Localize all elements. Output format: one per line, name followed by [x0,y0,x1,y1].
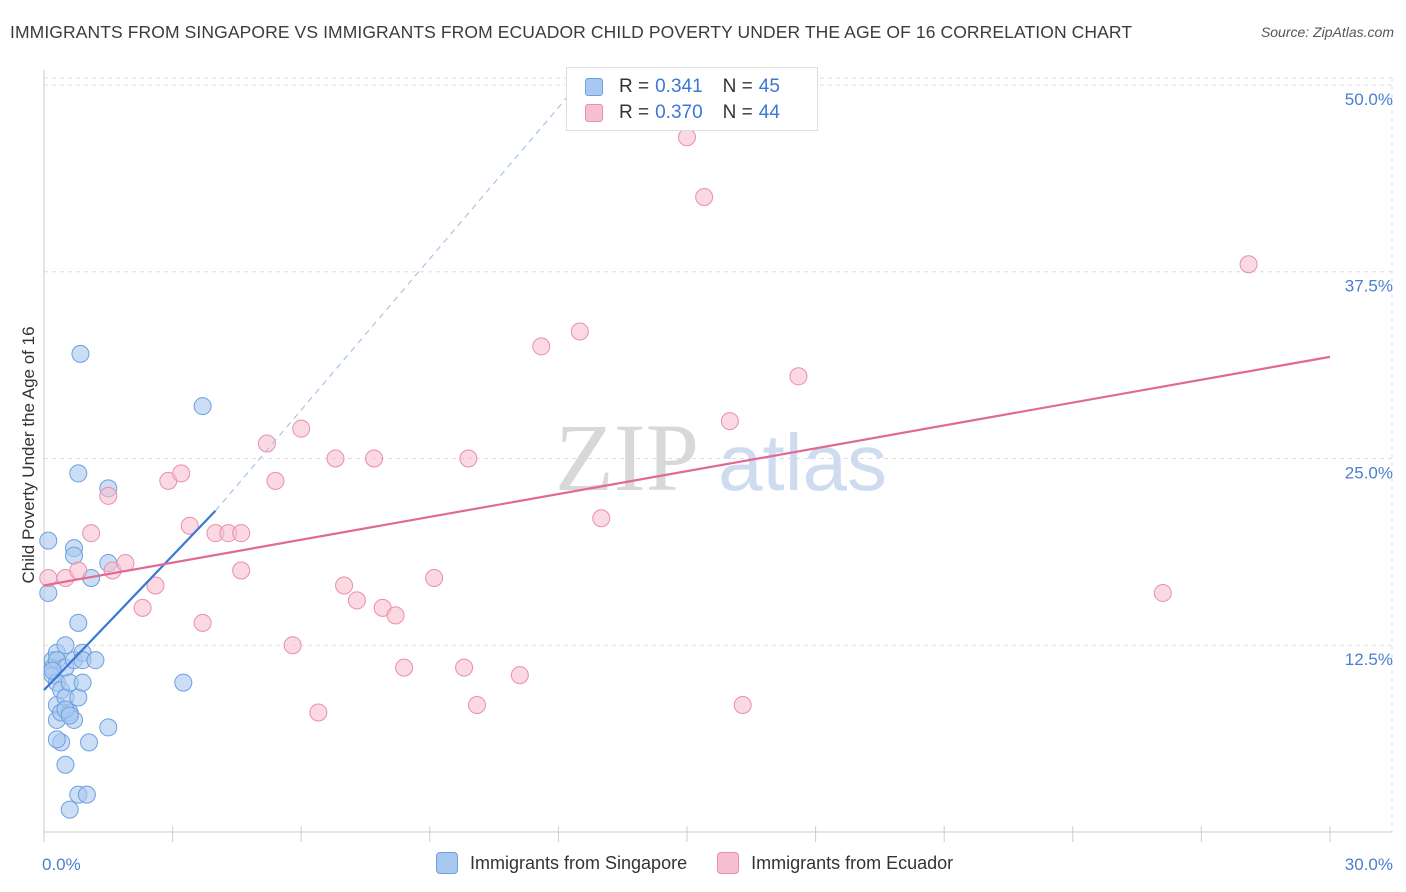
singapore-point [174,673,193,692]
legend-label-singapore: Immigrants from Singapore [470,852,688,873]
series-legend: Immigrants from Singapore Immigrants fro… [436,852,983,874]
singapore-point [77,785,96,804]
ecuador-point [425,569,444,587]
watermark-atlas: atlas [718,418,887,507]
ecuador-point [455,658,474,677]
y-tick-label: 37.5% [1345,277,1393,296]
ecuador-point [695,188,714,206]
ecuador-point [82,524,101,543]
x-tick-label: 0.0% [42,855,81,874]
singapore-swatch [585,78,603,96]
legend-label-ecuador: Immigrants from Ecuador [751,852,954,873]
singapore-point [56,755,75,774]
ecuador-swatch [585,104,603,122]
x-tick-label: 30.0% [1345,855,1393,874]
r-label: R = [619,76,650,97]
ecuador-point [467,696,486,714]
ecuador-point [309,703,328,722]
singapore-trend-extension [215,92,572,512]
ecuador-trend-line [43,355,1331,587]
n-value: 45 [758,76,780,97]
ecuador-point [510,666,529,685]
singapore-point [69,688,88,707]
n-label: N = [722,102,753,123]
legend-item-singapore: Immigrants from Singapore [436,852,687,874]
ecuador-point [180,516,199,535]
singapore-point [69,613,88,632]
ecuador-point [172,464,191,483]
ecuador-point [292,419,311,438]
r-value: 0.341 [655,76,703,97]
ecuador-point [193,613,212,632]
singapore-point [47,730,66,749]
ecuador-point [326,449,345,468]
y-tick-label: 12.5% [1345,650,1393,669]
ecuador-point [232,524,251,543]
n-label: N = [722,76,753,97]
stats-row-ecuador: R = 0.370 N = 44 [585,100,780,126]
singapore-point [99,718,118,737]
singapore-point [86,651,105,670]
watermark-zip: ZIP [555,404,699,511]
ecuador-point [69,561,88,580]
ecuador-point [395,658,414,677]
singapore-point [60,800,79,819]
ecuador-point [146,576,165,595]
singapore-point [56,636,75,655]
axis-layer: 12.5% 25.0% 37.5% 50.0% 0.0% 30.0% [42,70,1393,874]
ecuador-legend-swatch [717,852,740,874]
singapore-trend-line [43,510,217,691]
ecuador-point [592,509,611,528]
ecuador-point [347,591,366,610]
ecuador-point [365,449,384,468]
singapore-point [43,661,62,680]
r-label: R = [619,102,650,123]
ecuador-point [386,606,405,625]
n-value: 44 [758,102,780,123]
source-note: Source: ZipAtlas.com [1260,24,1394,40]
ecuador-point [1153,583,1172,602]
singapore-legend-swatch [436,852,458,874]
singapore-point [65,546,84,565]
singapore-point [69,464,88,483]
ecuador-point [532,337,551,356]
singapore-point [73,673,92,692]
ecuador-point [720,412,739,431]
singapore-point [71,344,90,363]
singapore-point [193,397,212,416]
legend-item-ecuador: Immigrants from Ecuador [717,852,953,874]
r-value: 0.370 [655,102,703,123]
ecuador-point [570,322,589,341]
ecuador-point [789,367,808,386]
ecuador-point [678,128,696,147]
singapore-point [80,733,99,752]
ecuador-point [257,434,276,453]
singapore-point [39,531,58,550]
stats-legend: R = 0.341 N = 45 R = 0.370 N = 44 [566,67,818,131]
y-tick-label: 25.0% [1345,463,1393,482]
trend-layer [43,92,1331,691]
chart-title: IMMIGRANTS FROM SINGAPORE VS IMMIGRANTS … [10,22,1133,42]
y-axis-label: Child Poverty Under the Age of 16 [19,326,38,583]
grid-layer [44,77,1393,832]
ecuador-point [99,486,118,505]
ecuador-point [283,636,302,655]
ecuador-point [133,598,152,617]
ecuador-point [335,576,354,595]
y-tick-label: 50.0% [1345,90,1393,109]
singapore-point [60,706,79,725]
ecuador-point [266,471,285,490]
ecuador-point [232,561,251,580]
ecuador-point [459,449,478,468]
stats-row-singapore: R = 0.341 N = 45 [585,74,780,100]
ecuador-point [1239,255,1258,274]
ecuador-point [733,696,752,714]
